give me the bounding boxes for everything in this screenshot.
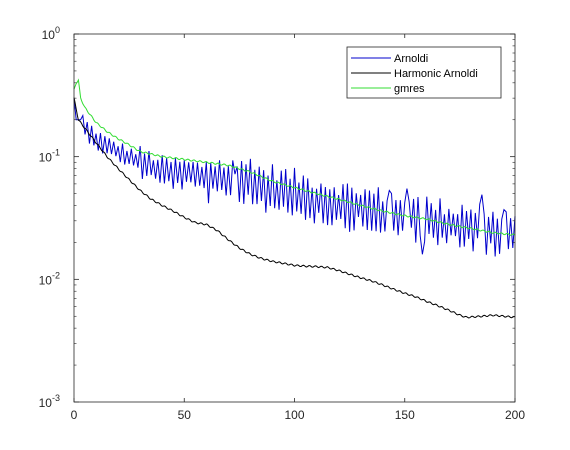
series-layer <box>73 78 516 319</box>
x-tick-label: 50 <box>178 408 192 422</box>
legend-label: Arnoldi <box>394 53 428 65</box>
series-line-gmres <box>73 78 516 236</box>
x-tick-label: 0 <box>71 408 78 422</box>
y-tick-label: 10-3 <box>39 393 60 410</box>
y-tick-label: 10-1 <box>39 148 60 165</box>
series-line-arnoldi <box>73 98 516 257</box>
y-tick-label: 10-2 <box>39 270 60 287</box>
x-tick-label: 200 <box>505 408 525 422</box>
series-line-harmonic-arnoldi <box>73 97 516 319</box>
x-tick-label: 100 <box>284 408 304 422</box>
x-tick-label: 150 <box>395 408 415 422</box>
legend-label: gmres <box>394 83 425 95</box>
legend: Arnoldi Harmonic Arnoldi gmres <box>346 46 502 99</box>
ticks-layer: 0 50 100 150 200 100 10-1 10-2 10-3 <box>39 25 526 422</box>
legend-label: Harmonic Arnoldi <box>394 68 478 80</box>
y-tick-label: 100 <box>42 25 60 42</box>
